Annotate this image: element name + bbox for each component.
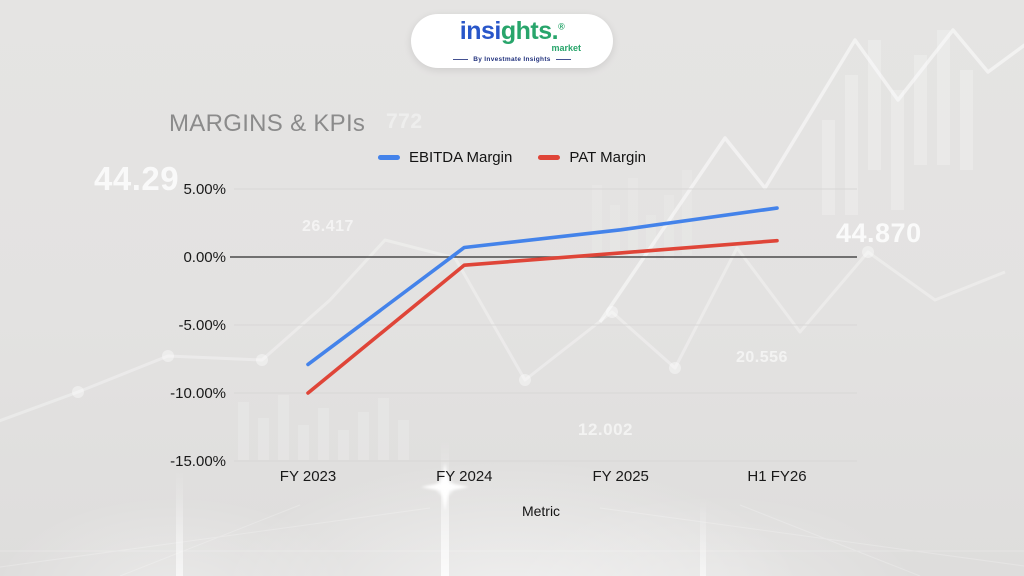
x-tick-label: FY 2023 — [280, 468, 336, 485]
pat-margin-line — [306, 238, 779, 395]
tagline-text: By Investmate Insights — [473, 56, 551, 63]
brand-logo: insights.® market By Investmate Insights — [411, 14, 613, 68]
watermark-candles-right — [822, 30, 973, 215]
x-tick-label: FY 2025 — [592, 468, 648, 485]
watermark-number: 12.002 — [578, 420, 633, 439]
watermark-zigzag-line — [0, 238, 1006, 423]
light-beam — [700, 500, 706, 576]
y-tick-label: -15.00% — [170, 453, 226, 470]
x-tick-label: FY 2024 — [436, 468, 492, 485]
watermark-number: 26.417 — [302, 218, 354, 235]
tagline-dash-left — [453, 59, 469, 60]
chart-legend: EBITDA Margin PAT Margin — [377, 149, 646, 166]
watermark-floor-grid — [0, 504, 1024, 576]
legend-swatch-pat-margin — [538, 155, 561, 160]
logo-text-primary: insi — [459, 17, 502, 45]
legend-label-ebitda-margin: EBITDA Margin — [408, 149, 513, 166]
logo-text-secondary: ghts. — [500, 17, 559, 45]
logo-wordmark: insights.® — [459, 17, 565, 45]
chart-title: MARGINS & KPIs — [169, 110, 366, 137]
legend-item-ebitda-margin: EBITDA Margin — [377, 149, 513, 166]
watermark-number: 44.29 — [94, 160, 180, 197]
light-beam — [176, 470, 183, 576]
legend-swatch-ebitda-margin — [377, 155, 400, 160]
watermark-number: 20.556 — [736, 349, 788, 366]
watermark-line-nodes — [72, 246, 874, 398]
watermark-candles-middle — [592, 170, 692, 260]
watermark-number: 772 — [386, 110, 423, 133]
watermark-mountain-line — [598, 28, 1024, 323]
legend-label-pat-margin: PAT Margin — [569, 149, 647, 166]
sparkle-star — [421, 463, 469, 511]
logo-tagline: By Investmate Insights — [453, 56, 571, 63]
registered-trademark-icon: ® — [558, 21, 565, 32]
watermark-number: 44.870 — [836, 218, 922, 248]
logo-subbrand: market — [551, 43, 581, 53]
tagline-dash-right — [555, 59, 571, 60]
ebitda-margin-line — [306, 206, 779, 367]
y-tick-label: -5.00% — [178, 317, 226, 334]
watermark-candles-bottom-left — [238, 395, 409, 460]
y-tick-label: -10.00% — [170, 385, 226, 402]
y-tick-label: 0.00% — [183, 249, 226, 266]
y-tick-label: 5.00% — [183, 181, 226, 198]
legend-item-pat-margin: PAT Margin — [538, 149, 646, 166]
x-axis-title: Metric — [521, 503, 561, 519]
x-tick-label: H1 FY26 — [747, 468, 806, 485]
